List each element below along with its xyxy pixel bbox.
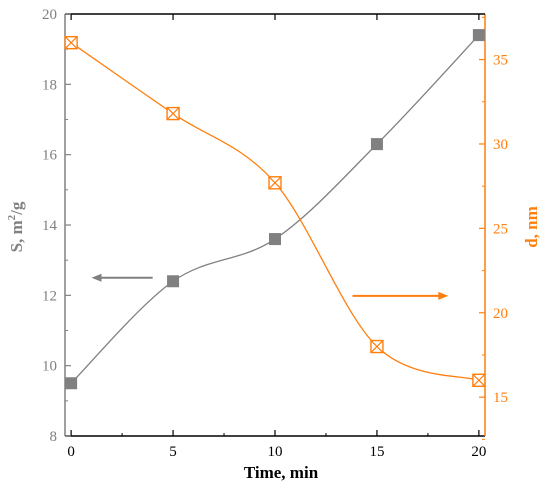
series-line-1 [70, 42, 480, 381]
data-point-boxed-x [268, 176, 282, 190]
x-tick-label: 10 [268, 444, 283, 460]
series-layer [64, 29, 486, 390]
y-left-tick-label: 20 [42, 7, 57, 23]
marker-cross-b [166, 107, 180, 121]
y-left-tick-label: 8 [50, 429, 58, 445]
plot-frame [64, 13, 486, 437]
data-point-boxed-x [166, 106, 180, 121]
data-point-boxed-x [472, 373, 486, 387]
arrow-head [438, 291, 449, 300]
y-left-tick-label: 14 [42, 218, 58, 234]
series-line-0 [70, 34, 480, 384]
data-point-square [65, 377, 78, 390]
y-right-tick-label: 30 [493, 137, 508, 153]
arrow-left [91, 273, 153, 282]
data-point-square [269, 233, 281, 246]
x-axis-title: Time, min [244, 463, 319, 482]
ticks-layer: 0 5 10 15 20 8 10 12 14 16 18 20 15 20 25 30 35 [42, 7, 508, 460]
y-left-tick-label: 16 [42, 148, 58, 164]
y-left-tick-label: 10 [42, 359, 57, 375]
arrows-layer [91, 273, 449, 300]
arrow-right [352, 291, 449, 300]
y-right-tick-label: 20 [493, 306, 508, 322]
marker-cross-b [370, 340, 384, 353]
x-tick-label: 15 [369, 444, 384, 460]
x-tick-label: 20 [471, 444, 486, 460]
data-point-square [167, 275, 180, 288]
x-tick-label: 0 [67, 444, 75, 460]
y-axis-left-title-tail: /g [7, 201, 26, 216]
marker-cross-b [64, 36, 78, 50]
y-left-tick-label: 12 [42, 288, 57, 304]
y-right-tick-label: 25 [493, 221, 508, 237]
data-point-square [370, 138, 383, 151]
arrow-head [91, 273, 102, 282]
marker-cross-b [472, 373, 486, 387]
data-point-boxed-x [64, 35, 78, 50]
data-point-square [472, 29, 485, 42]
y-axis-left-title-main: S, m [7, 220, 26, 252]
x-tick-label: 5 [169, 444, 177, 460]
y-axis-right-title: d, nm [522, 206, 541, 248]
y-left-tick-label: 18 [42, 77, 57, 93]
y-axis-left-title: S, m2/g [6, 201, 26, 252]
y-right-tick-label: 15 [493, 390, 508, 406]
y-right-tick-label: 35 [493, 53, 508, 69]
marker-cross-b [268, 176, 282, 190]
data-point-boxed-x [370, 339, 384, 354]
y-axis-left-title-sup: 2 [6, 214, 18, 220]
